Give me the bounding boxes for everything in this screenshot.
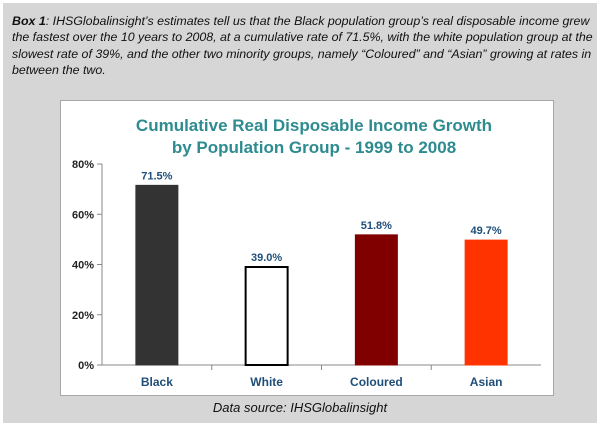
bar-black <box>135 184 179 366</box>
chart-panel: Cumulative Real Disposable Income Growth… <box>60 100 554 396</box>
caption-lead: Box 1 <box>12 14 46 28</box>
x-tick-label-asian: Asian <box>470 375 503 389</box>
x-tick-label-black: Black <box>141 375 173 389</box>
plot-area: 0% 20% 40% 60% 80% 71.5% Black 39.0% White 51.8% C… <box>72 159 541 389</box>
caption-text: : IHSGlobalinsight’s estimates tell us t… <box>12 14 593 77</box>
data-label-white: 39.0% <box>251 252 282 264</box>
data-source: Data source: IHSGlobalinsight <box>212 400 388 415</box>
info-box: Box 1: IHSGlobalinsight’s estimates tell… <box>3 3 597 423</box>
y-tick-label: 20% <box>72 310 94 322</box>
y-tick-label: 80% <box>72 159 94 171</box>
chart-title-line-2: by Population Group - 1999 to 2008 <box>172 138 456 157</box>
y-tick-label: 60% <box>72 209 94 221</box>
bar-coloured <box>354 234 398 366</box>
data-label-asian: 49.7% <box>471 225 502 237</box>
chart-title-line-1: Cumulative Real Disposable Income Growth <box>136 116 492 135</box>
y-tick-label: 0% <box>78 360 94 372</box>
x-tick-label-coloured: Coloured <box>350 375 403 389</box>
data-label-coloured: 51.8% <box>361 220 392 232</box>
box-caption: Box 1: IHSGlobalinsight’s estimates tell… <box>12 13 594 78</box>
income-growth-chart: Cumulative Real Disposable Income Growth… <box>72 116 541 389</box>
x-tick-label-white: White <box>250 375 283 389</box>
y-tick-label: 40% <box>72 260 94 272</box>
bar-asian <box>464 239 508 366</box>
bar-white <box>244 266 289 366</box>
data-label-black: 71.5% <box>141 170 172 182</box>
